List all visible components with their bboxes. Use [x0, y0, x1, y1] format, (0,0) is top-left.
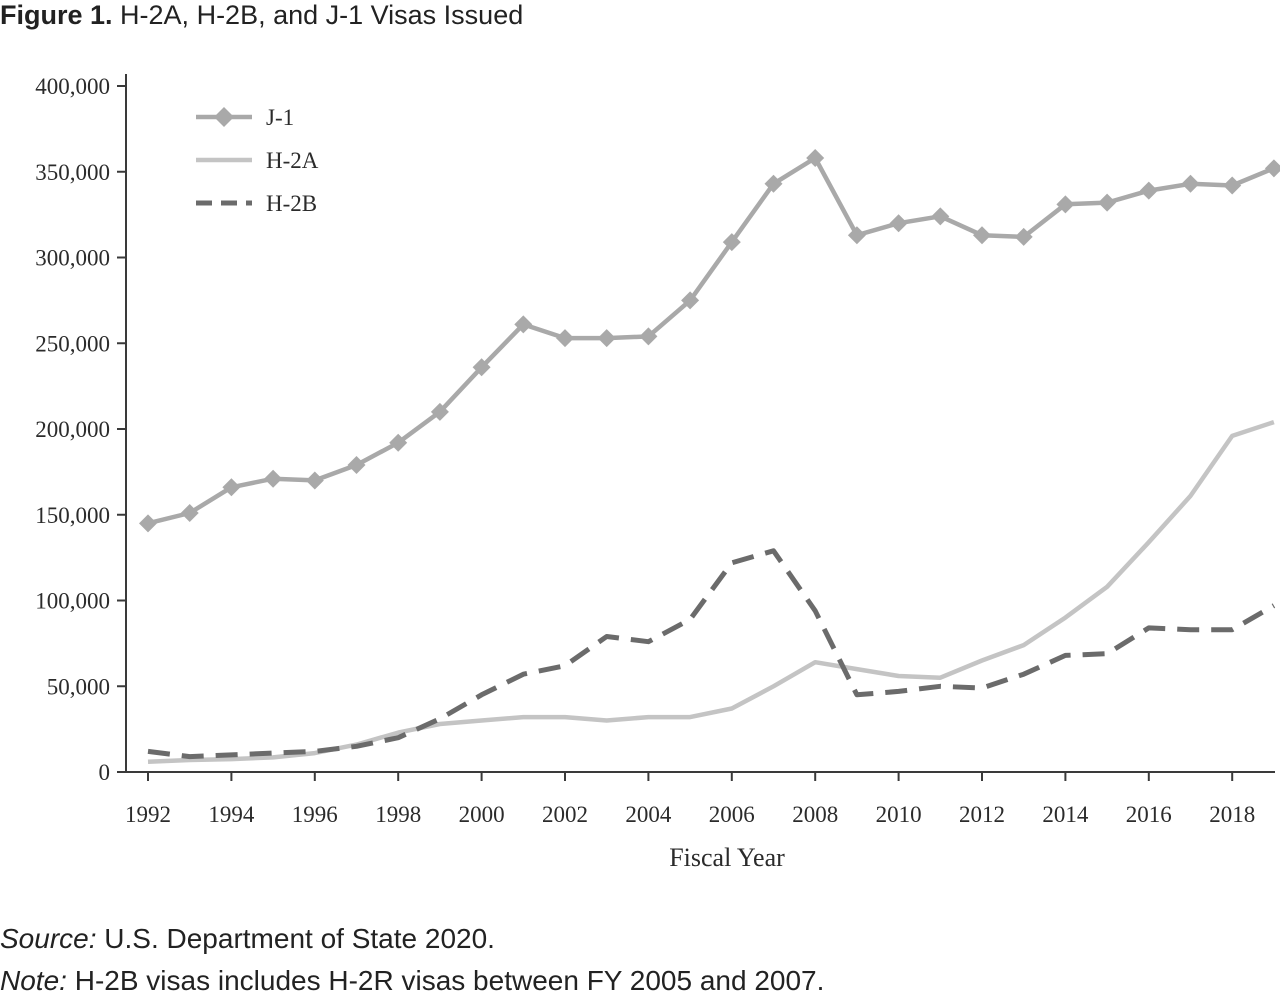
j1-marker: [1098, 193, 1117, 212]
j1-marker: [472, 358, 491, 377]
y-tick-label: 250,000: [35, 331, 110, 356]
x-tick-label: 1992: [125, 802, 171, 827]
j1-marker: [139, 514, 157, 533]
j1-marker: [347, 456, 366, 475]
y-tick-label: 350,000: [35, 160, 110, 185]
j1-marker: [764, 174, 783, 193]
x-tick-label: 2010: [876, 802, 922, 827]
y-tick-label: 100,000: [35, 589, 110, 614]
x-tick-label: 2004: [625, 802, 672, 827]
y-tick-label: 400,000: [35, 74, 110, 99]
j1-marker: [722, 233, 741, 252]
legend-label-h-2a: H-2A: [266, 148, 319, 173]
y-tick-label: 300,000: [35, 246, 110, 271]
j1-marker: [514, 315, 533, 334]
j1-marker: [681, 291, 700, 310]
legend-marker-j1: [214, 107, 234, 127]
x-tick-label: 2006: [709, 802, 755, 827]
series-line-h-2b: [147, 548, 1276, 760]
figure-title: Figure 1. H-2A, H-2B, and J-1 Visas Issu…: [0, 0, 523, 30]
note-text: H-2B visas includes H-2R visas between F…: [66, 965, 825, 996]
x-tick-label: 2000: [459, 802, 505, 827]
j1-marker: [556, 329, 574, 348]
j1-marker: [222, 478, 241, 497]
j1-marker: [430, 402, 449, 421]
x-tick-label: 1994: [208, 802, 255, 827]
line-chart: 0 50,000 100,000 150,000 200,000 250,000 300,0…: [35, 74, 1280, 872]
source-label: Source:: [0, 923, 97, 954]
j1-marker: [931, 207, 950, 226]
x-tick-label: 2018: [1209, 802, 1255, 827]
x-tick-label: 2016: [1126, 802, 1172, 827]
j1-marker: [847, 226, 866, 245]
x-tick-label: 1998: [375, 802, 421, 827]
j1-marker: [1264, 159, 1280, 178]
j1-marker: [806, 149, 825, 168]
x-tick-label: 2008: [792, 802, 838, 827]
j1-marker: [1014, 227, 1033, 246]
j1-marker: [1181, 174, 1200, 193]
x-tick-label: 2002: [542, 802, 588, 827]
y-tick-label: 0: [99, 760, 111, 785]
j1-marker: [180, 504, 199, 523]
j1-marker: [305, 471, 324, 490]
x-tick-label: 2014: [1042, 802, 1089, 827]
y-tick-label: 50,000: [47, 674, 110, 699]
j1-marker: [973, 226, 991, 245]
source-text: U.S. Department of State 2020.: [96, 923, 495, 954]
figure-label: Figure 1.: [0, 0, 113, 30]
series-line-j-1: [147, 155, 1275, 526]
note-label: Note:: [0, 965, 67, 996]
series-line-h-2a: [147, 419, 1275, 764]
y-tick-label: 200,000: [35, 417, 110, 442]
source-line: Source: U.S. Department of State 2020.: [0, 918, 824, 960]
x-tick-label: 2012: [959, 802, 1005, 827]
y-tick-label: 150,000: [35, 503, 110, 528]
j1-marker: [1056, 195, 1075, 214]
x-axis-title: Fiscal Year: [669, 843, 785, 872]
x-tick-label: 1996: [292, 802, 338, 827]
note-line: Note: H-2B visas includes H-2R visas bet…: [0, 960, 824, 1002]
j1-marker: [889, 214, 908, 233]
legend-label-h-2b: H-2B: [266, 191, 317, 216]
figure-title-text: H-2A, H-2B, and J-1 Visas Issued: [120, 0, 524, 30]
legend-label-j-1: J-1: [266, 105, 294, 130]
j1-marker: [639, 327, 658, 346]
j1-marker: [597, 329, 616, 348]
figure-notes: Source: U.S. Department of State 2020. N…: [0, 918, 824, 1002]
j1-marker: [389, 433, 408, 452]
j1-marker: [264, 469, 283, 488]
j1-marker: [1139, 181, 1158, 200]
j1-marker: [1223, 176, 1242, 195]
